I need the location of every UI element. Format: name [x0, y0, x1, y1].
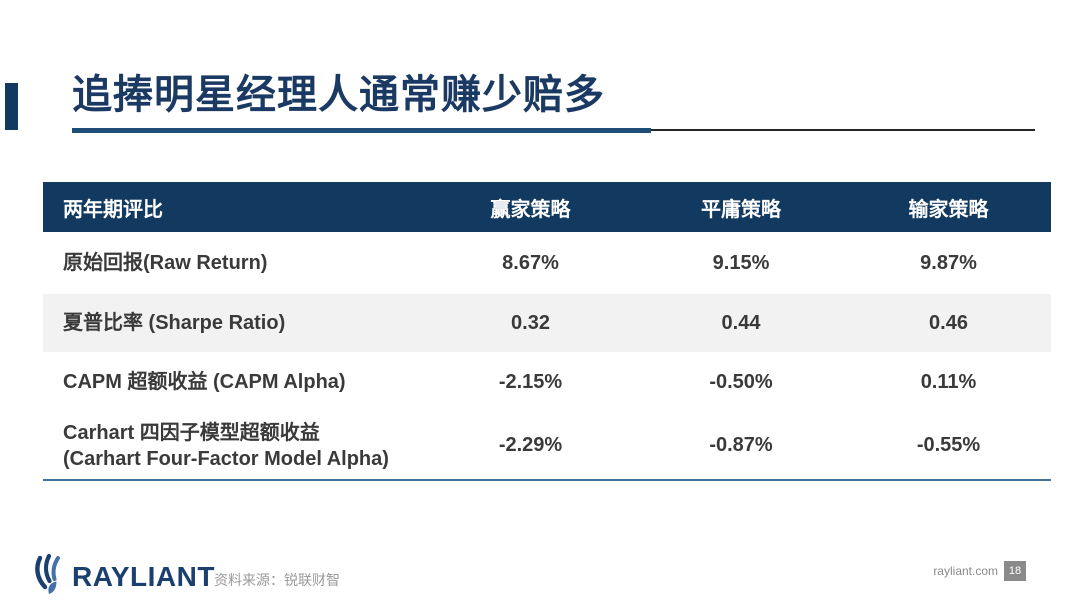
row-label-text: 原始回报(Raw Return) — [63, 252, 268, 274]
row-label: 夏普比率 (Sharpe Ratio) — [43, 294, 425, 352]
cell-value: 9.87% — [920, 251, 977, 274]
cell-value: 8.67% — [502, 251, 559, 274]
row-label: 原始回报(Raw Return) — [43, 232, 425, 294]
comparison-table: 两年期评比 赢家策略 平庸策略 输家策略 原始回报(Raw Return) 8.… — [43, 182, 1051, 481]
page-number-badge: 18 — [1004, 561, 1026, 581]
table-row-raw-return: 原始回报(Raw Return) 8.67% 9.15% 9.87% — [43, 232, 1051, 294]
rayliant-logo: RAYLIANT — [34, 553, 215, 599]
rayliant-wordmark: RAYLIANT — [72, 560, 215, 592]
row-label-text: Carhart 四因子模型超额收益 — [63, 421, 320, 444]
table-header-row: 两年期评比 赢家策略 平庸策略 输家策略 — [43, 182, 1051, 232]
cell-value: -0.50% — [709, 370, 773, 393]
cell-value: -2.29% — [498, 434, 563, 456]
table-row-carhart-alpha: Carhart 四因子模型超额收益 (Carhart Four-Factor M… — [43, 412, 1051, 480]
cell-value: 9.15% — [712, 251, 770, 274]
column-header-winner: 赢家策略 — [490, 198, 571, 221]
title-underline-thick — [72, 128, 651, 133]
cell-value: 0.46 — [929, 311, 968, 334]
data-source-note: 资料来源：锐联财智 — [214, 572, 340, 588]
row-label-subtext: (Carhart Four-Factor Model Alpha) — [63, 447, 389, 470]
cell-value: -0.87% — [709, 434, 773, 456]
title-underline-thin — [651, 129, 1035, 131]
title-accent-bar — [5, 83, 18, 130]
footer-right: rayliant.com 18 — [933, 561, 1026, 581]
row-label-text: 夏普比率 (Sharpe Ratio) — [63, 312, 286, 334]
cell-value: 0.44 — [721, 311, 761, 334]
table-row-capm-alpha: CAPM 超额收益 (CAPM Alpha) -2.15% -0.50% 0.1… — [43, 352, 1051, 412]
row-label: Carhart 四因子模型超额收益 (Carhart Four-Factor M… — [43, 412, 425, 480]
website-link[interactable]: rayliant.com — [933, 564, 998, 578]
page-title: 追捧明星经理人通常赚少赔多 — [72, 73, 605, 117]
column-header-period: 两年期评比 — [63, 198, 163, 221]
cell-value: 0.11% — [920, 370, 977, 393]
cell-value: -2.15% — [498, 370, 563, 393]
row-label-text: CAPM 超额收益 (CAPM Alpha) — [63, 371, 346, 393]
column-header-mediocre: 平庸策略 — [701, 198, 781, 221]
row-label: CAPM 超额收益 (CAPM Alpha) — [43, 352, 425, 412]
rayliant-logo-icon — [34, 553, 68, 599]
table-row-sharpe-ratio: 夏普比率 (Sharpe Ratio) 0.32 0.44 0.46 — [43, 294, 1051, 352]
column-header-loser: 输家策略 — [908, 198, 989, 221]
cell-value: -0.55% — [916, 434, 981, 456]
cell-value: 0.32 — [511, 311, 550, 334]
